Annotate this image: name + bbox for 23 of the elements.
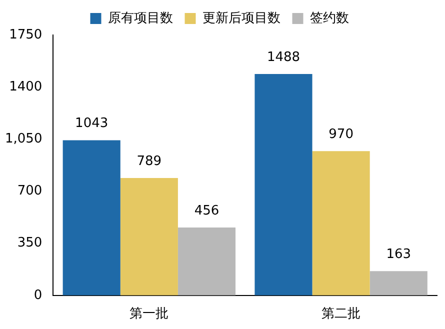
legend-label: 原有项目数 <box>108 10 173 26</box>
legend-label: 更新后项目数 <box>202 10 280 26</box>
data-label: 970 <box>328 126 354 142</box>
data-label: 1488 <box>266 50 300 65</box>
data-label: 789 <box>136 154 162 169</box>
y-tick-label: 0 <box>34 288 42 303</box>
y-tick-label: 700 <box>17 184 42 199</box>
y-tick-label: 1,050 <box>5 132 42 147</box>
bar <box>370 271 428 296</box>
y-tick-label: 350 <box>17 236 42 251</box>
data-label: 456 <box>194 203 220 218</box>
y-tick-label: 1750 <box>9 27 42 42</box>
x-tick-label: 第一批 <box>130 306 169 322</box>
bar <box>62 140 120 296</box>
data-label: 1043 <box>75 116 108 132</box>
legend-label: 签约数 <box>310 10 349 26</box>
bar <box>178 228 236 296</box>
y-tick-label: 1400 <box>9 79 42 94</box>
bar <box>120 178 178 296</box>
bar <box>312 151 370 296</box>
data-label: 163 <box>386 247 412 262</box>
bar <box>254 74 312 296</box>
x-tick-label: 第二批 <box>322 306 361 322</box>
